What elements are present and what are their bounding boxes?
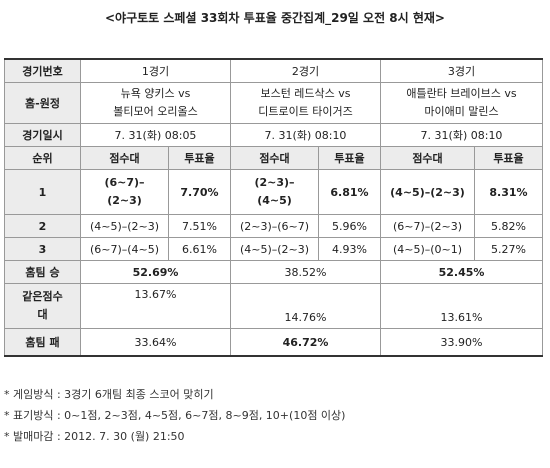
game-1-rank-1-score-line1: (6~7)–	[104, 176, 145, 189]
game-2-rank-1-rate: 6.81%	[318, 169, 381, 215]
game-1-teams: 뉴욕 양키스 vs 볼티모어 오리올스	[80, 82, 231, 124]
vote-rate-table: 경기번호 1경기 2경기 3경기 홈-원정 뉴욕 양키스 vs 볼티모어 오리올…	[4, 58, 543, 357]
game-3-date: 7. 31(화) 08:10	[380, 123, 543, 147]
game-2-home-win: 38.52%	[230, 260, 381, 284]
game-2-same-score: 14.76%	[230, 283, 381, 329]
rank-3-label: 3	[4, 237, 81, 261]
game-3-rank-2-rate: 5.82%	[474, 214, 543, 238]
game-2-rank-1-score-line1: (2~3)–	[254, 176, 295, 189]
notes: * 게임방식 : 3경기 6개팀 최종 스코어 맞히기 * 표기방식 : 0~1…	[4, 384, 544, 447]
row-home-away: 홈-원정 뉴욕 양키스 vs 볼티모어 오리올스 보스턴 레드삭스 vs 디트로…	[4, 82, 543, 124]
label-same-score-line2: 대	[37, 308, 48, 321]
game-3-teams: 애틀란타 브레이브스 vs 마이애미 말린스	[380, 82, 543, 124]
game-1-date: 7. 31(화) 08:05	[80, 123, 231, 147]
note-deadline: * 발매마감 : 2012. 7. 30 (월) 21:50	[4, 430, 185, 443]
game-2-home-loss: 46.72%	[230, 328, 381, 357]
row-rank-header: 순위 점수대 투표율 점수대 투표율 점수대 투표율	[4, 146, 543, 170]
game-3-rank-3-rate: 5.27%	[474, 237, 543, 261]
label-rank: 순위	[4, 146, 81, 170]
label-home-win: 홈팀 승	[4, 260, 81, 284]
game-3-home-win: 52.45%	[380, 260, 543, 284]
game-2-score-header: 점수대	[230, 146, 319, 170]
label-same-score: 같은점수 대	[4, 283, 81, 329]
row-home-loss: 홈팀 패 33.64% 46.72% 33.90%	[4, 328, 543, 357]
game-1-teams-line2: 볼티모어 오리올스	[113, 105, 198, 118]
game-2-teams: 보스턴 레드삭스 vs 디트로이트 타이거즈	[230, 82, 381, 124]
game-3-rank-2-score: (6~7)–(2~3)	[380, 214, 475, 238]
label-same-score-line1: 같은점수	[22, 290, 63, 303]
game-1-same-score: 13.67%	[80, 283, 231, 329]
game-1-rank-3-rate: 6.61%	[168, 237, 231, 261]
rank-2-label: 2	[4, 214, 81, 238]
game-2-rank-1-score: (2~3)– (4~5)	[230, 169, 319, 215]
game-1-rate-header: 투표율	[168, 146, 231, 170]
note-game-method: * 게임방식 : 3경기 6개팀 최종 스코어 맞히기	[4, 388, 214, 401]
row-game-date: 경기일시 7. 31(화) 08:05 7. 31(화) 08:10 7. 31…	[4, 123, 543, 147]
game-1-rank-2-rate: 7.51%	[168, 214, 231, 238]
game-2-rank-3-score: (4~5)–(2~3)	[230, 237, 319, 261]
game-3-rank-3-score: (4~5)–(0~1)	[380, 237, 475, 261]
row-rank-1: 1 (6~7)– (2~3) 7.70% (2~3)– (4~5) 6.81% …	[4, 169, 543, 215]
game-2-rank-1-score-line2: (4~5)	[257, 194, 292, 207]
row-same-score: 같은점수 대 13.67% 14.76% 13.61%	[4, 283, 543, 329]
game-3-teams-line1: 애틀란타 브레이브스 vs	[406, 87, 517, 100]
game-3-same-score: 13.61%	[380, 283, 543, 329]
game-2-teams-line1: 보스턴 레드삭스 vs	[260, 87, 351, 100]
game-3-home-loss: 33.90%	[380, 328, 543, 357]
page-title: <야구토토 스페셜 33회차 투표율 중간집계_29일 오전 8시 현재>	[105, 11, 445, 25]
game-2-number: 2경기	[230, 58, 381, 83]
note-notation: * 표기방식 : 0~1점, 2~3점, 4~5점, 6~7점, 8~9점, 1…	[4, 409, 346, 422]
game-3-rank-1-rate: 8.31%	[474, 169, 543, 215]
game-1-home-win: 52.69%	[80, 260, 231, 284]
game-3-score-header: 점수대	[380, 146, 475, 170]
game-1-rank-1-rate: 7.70%	[168, 169, 231, 215]
row-home-win: 홈팀 승 52.69% 38.52% 52.45%	[4, 260, 543, 284]
label-game-date: 경기일시	[4, 123, 81, 147]
game-2-rank-2-rate: 5.96%	[318, 214, 381, 238]
game-2-date: 7. 31(화) 08:10	[230, 123, 381, 147]
game-2-rank-3-rate: 4.93%	[318, 237, 381, 261]
game-1-number: 1경기	[80, 58, 231, 83]
label-game-number: 경기번호	[4, 58, 81, 83]
game-1-rank-1-score: (6~7)– (2~3)	[80, 169, 169, 215]
game-2-teams-line2: 디트로이트 타이거즈	[258, 105, 353, 118]
rank-1-label: 1	[4, 169, 81, 215]
game-3-rate-header: 투표율	[474, 146, 543, 170]
label-home-away: 홈-원정	[4, 82, 81, 124]
row-rank-3: 3 (6~7)–(4~5) 6.61% (4~5)–(2~3) 4.93% (4…	[4, 237, 543, 261]
row-game-number: 경기번호 1경기 2경기 3경기	[4, 58, 543, 83]
game-3-number: 3경기	[380, 58, 543, 83]
game-1-teams-line1: 뉴욕 양키스 vs	[120, 87, 191, 100]
game-2-rank-2-score: (2~3)–(6~7)	[230, 214, 319, 238]
game-1-home-loss: 33.64%	[80, 328, 231, 357]
row-rank-2: 2 (4~5)–(2~3) 7.51% (2~3)–(6~7) 5.96% (6…	[4, 214, 543, 238]
game-2-rate-header: 투표율	[318, 146, 381, 170]
game-3-rank-1-score: (4~5)–(2~3)	[380, 169, 475, 215]
game-1-rank-3-score: (6~7)–(4~5)	[80, 237, 169, 261]
game-1-score-header: 점수대	[80, 146, 169, 170]
game-1-rank-2-score: (4~5)–(2~3)	[80, 214, 169, 238]
game-1-rank-1-score-line2: (2~3)	[107, 194, 142, 207]
game-3-teams-line2: 마이애미 말린스	[424, 105, 499, 118]
label-home-loss: 홈팀 패	[4, 328, 81, 357]
